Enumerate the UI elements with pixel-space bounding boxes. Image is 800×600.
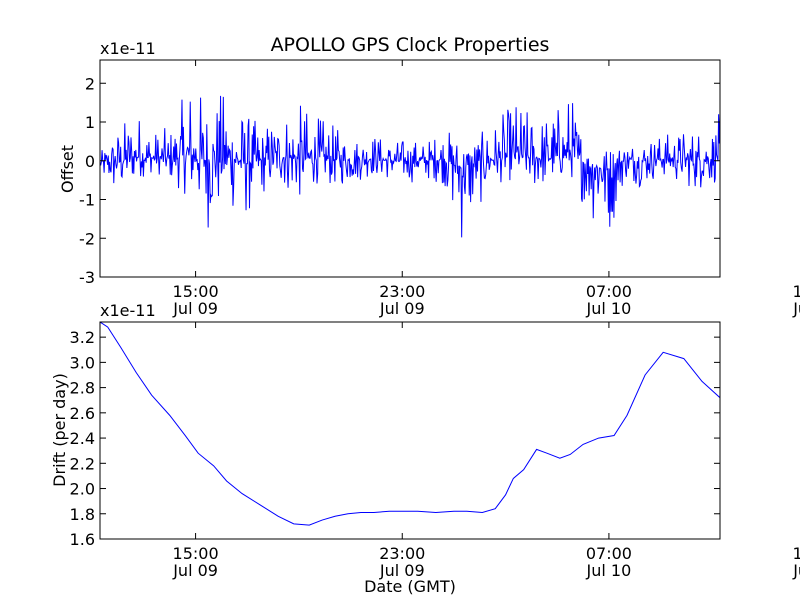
drift-x-tick-sublabel: Jul 09: [379, 561, 425, 580]
offset-y-tick-label: 1: [85, 113, 95, 132]
drift-y-tick-label: 3.2: [70, 328, 95, 347]
offset-y-tick-label: -1: [79, 191, 95, 210]
drift-y-tick-label: 2.6: [70, 404, 95, 423]
drift-y-tick-label: 2.0: [70, 480, 95, 499]
x-axis-label: Date (GMT): [364, 577, 456, 596]
drift-x-tick-label: 15:00: [793, 544, 800, 563]
drift-y-ticks: 1.6 1.8 2.0 2.2 2.4 2.6 2.8 3.0 3.2: [70, 328, 720, 549]
offset-y-tick-label: 2: [85, 74, 95, 93]
offset-x-tick-sublabel: Jul 09: [172, 299, 218, 318]
offset-y-axis-label: Offset: [58, 145, 77, 193]
drift-series-line: [100, 322, 720, 526]
drift-y-tick-label: 2.4: [70, 429, 95, 448]
drift-x-tick-label: 23:00: [379, 544, 425, 563]
drift-x-tick-label: 15:00: [173, 544, 219, 563]
drift-y-tick-label: 2.2: [70, 454, 95, 473]
offset-x-tick-sublabel: Jul 10: [792, 299, 800, 318]
offset-x-tick-label: 07:00: [586, 282, 632, 301]
offset-y-tick-label: -2: [79, 229, 95, 248]
offset-y-offset-text: x1e-11: [100, 39, 156, 58]
offset-x-tick-label: 15:00: [173, 282, 219, 301]
drift-y-tick-label: 2.8: [70, 379, 95, 398]
drift-x-tick-label: 07:00: [586, 544, 632, 563]
offset-x-tick-label: 23:00: [379, 282, 425, 301]
offset-y-tick-label: -3: [79, 268, 95, 287]
chart-title: APOLLO GPS Clock Properties: [271, 34, 550, 56]
drift-y-tick-label: 1.6: [70, 530, 95, 549]
drift-plot-frame: [99, 321, 721, 540]
offset-x-tick-sublabel: Jul 09: [379, 299, 425, 318]
offset-series-line: [100, 95, 720, 238]
offset-y-tick-label: 0: [85, 152, 95, 171]
drift-y-tick-label: 3.0: [70, 353, 95, 372]
offset-plot-frame: [99, 59, 721, 278]
offset-x-tick-sublabel: Jul 10: [586, 299, 632, 318]
offset-y-ticks: -3 -2 -1 0 1 2: [79, 74, 720, 287]
offset-x-tick-label: 15:00: [793, 282, 800, 301]
drift-x-tick-sublabel: Jul 10: [792, 561, 800, 580]
drift-y-tick-label: 1.8: [70, 505, 95, 524]
drift-y-offset-text: x1e-11: [100, 301, 156, 320]
drift-y-axis-label: Drift (per day): [50, 373, 69, 487]
drift-x-tick-sublabel: Jul 09: [172, 561, 218, 580]
drift-x-tick-sublabel: Jul 10: [586, 561, 632, 580]
